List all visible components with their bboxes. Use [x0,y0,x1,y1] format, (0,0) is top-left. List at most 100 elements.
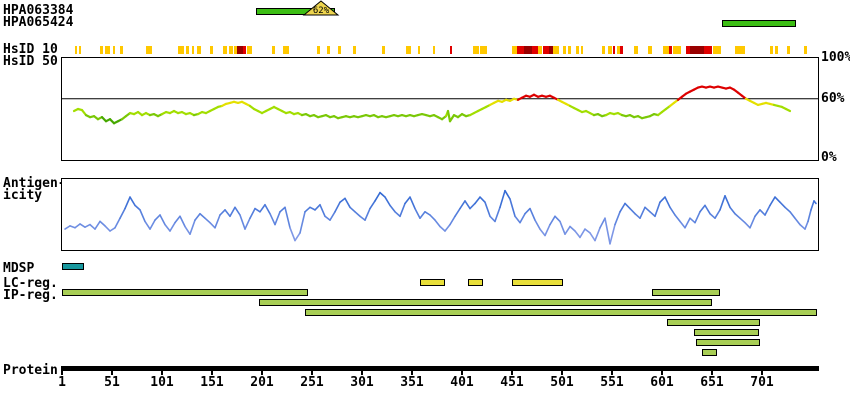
hsid50-line-segment [784,107,792,113]
antigen-bar-hpa063384 [256,8,335,15]
antigenicity-line-segment [69,225,76,229]
antigenicity-line-segment [804,220,809,230]
hsid10-tick [406,46,411,54]
antigenicity-line-segment [369,200,376,210]
antigenicity-line-segment [429,214,436,221]
hsid10-tick [473,46,479,54]
antigenicity-line-segment [264,203,271,215]
hsid10-tick [450,46,452,54]
hsid10-tick [669,46,672,54]
hsid10-tick [146,46,152,54]
antigenicity-line-segment [414,207,421,220]
hsid10-tick [524,46,532,54]
antigenicity-line-segment [614,210,621,226]
antigenicity-line-segment [644,206,651,213]
lc-region-bar [420,279,445,286]
yaxis-label-60pct: 60% [821,91,845,106]
antigenicity-line-segment [769,196,776,207]
antigenicity-line-segment [684,217,691,229]
antigenicity-line-segment [739,217,746,224]
antigenicity-line-segment [624,202,631,210]
yaxis-label-100pct: 100% [821,50,850,65]
mdsp-signal-peptide-bar [62,263,84,270]
antigenicity-line-segment [129,196,136,207]
row-label-hpa1: HPA063384 [3,3,74,18]
antigenicity-line-segment [744,221,751,229]
hsid50-line-chart [62,85,818,125]
antigenicity-line-segment [604,217,611,245]
antigenicity-line-segment [399,202,406,218]
antigenicity-line-segment [489,215,496,223]
hsid10-tick [113,46,115,54]
antigenicity-line-segment [154,214,161,221]
antigenicity-line-segment [389,204,396,213]
antigenicity-line-segment [64,225,71,230]
hsid10-tick [237,46,243,54]
antigenicity-line-segment [659,196,666,204]
antigenicity-line-segment [664,196,671,209]
protein-axis-tick [161,371,163,375]
hsid10-tick [197,46,201,54]
antigenicity-line-segment [449,215,456,226]
protein-axis-tick-label: 401 [450,375,474,390]
antigenicity-line-segment [784,206,791,213]
hsid10-tick [234,46,237,54]
ip-region-bar [652,289,720,296]
hsid10-tick-track [0,46,850,54]
antigenicity-line-segment [724,194,731,209]
antigenicity-line-segment [439,225,446,232]
antigenicity-line-segment [124,196,131,210]
antigenicity-line-segment [674,214,681,223]
antigenicity-line-segment [699,204,706,213]
antigen-bar-hpa065424 [722,20,796,27]
antigenicity-line-segment [689,217,696,224]
antigenicity-line-segment [789,210,796,220]
row-label-ip-reg: IP-reg. [3,288,58,303]
antigenicity-line-segment [569,225,576,232]
antigenicity-line-segment [149,219,156,230]
hsid10-tick [272,46,275,54]
antigenicity-line-segment [709,212,716,220]
hsid10-tick [663,46,669,54]
antigenicity-line-segment [544,223,551,237]
antigenicity-line-segment [799,223,806,230]
hsid10-tick [186,46,189,54]
antigenicity-line-segment [294,232,301,242]
row-label-lc-reg: LC-reg. [3,276,58,291]
protein-axis-tick-label: 101 [150,375,174,390]
antigenicity-line-segment [104,225,111,232]
antigenicity-line-segment [74,223,81,229]
antigenicity-line-segment [594,226,601,242]
hsid10-tick [229,46,233,54]
lc-region-bar [468,279,483,286]
antigenicity-line-segment [119,207,126,220]
row-label-protein: Protein [3,363,58,378]
hsid10-tick [686,46,690,54]
protein-axis-tick [511,371,513,375]
hsid10-tick [563,46,566,54]
antigenicity-line-segment [319,203,326,218]
row-label-antigenicity-2: icity [3,188,43,203]
antigenicity-line-segment [444,223,451,232]
antigenicity-line-segment [764,204,771,216]
hsid50-chart-box [61,57,819,161]
antigenicity-line-segment [269,212,276,226]
hsid10-tick [192,46,194,54]
antigenicity-line-segment [139,209,146,223]
antigenicity-line-segment [554,215,561,223]
hsid10-tick [673,46,681,54]
antigenicity-line-segment [813,200,817,205]
protein-axis-tick [661,371,663,375]
ip-region-bar [305,309,817,316]
antigenicity-line-segment [109,226,116,232]
antigenicity-line-segment [669,206,676,216]
antigenicity-line-segment [194,212,201,221]
protein-axis-tick [261,371,263,375]
antigenicity-line-segment [284,206,291,229]
protein-axis-tick-label: 501 [550,375,574,390]
antigenicity-line-segment [534,219,541,230]
protein-axis-tick [61,371,63,375]
antigenicity-line-segment [259,203,266,213]
hsid10-tick [549,46,553,54]
antigenicity-line-segment [459,200,466,210]
